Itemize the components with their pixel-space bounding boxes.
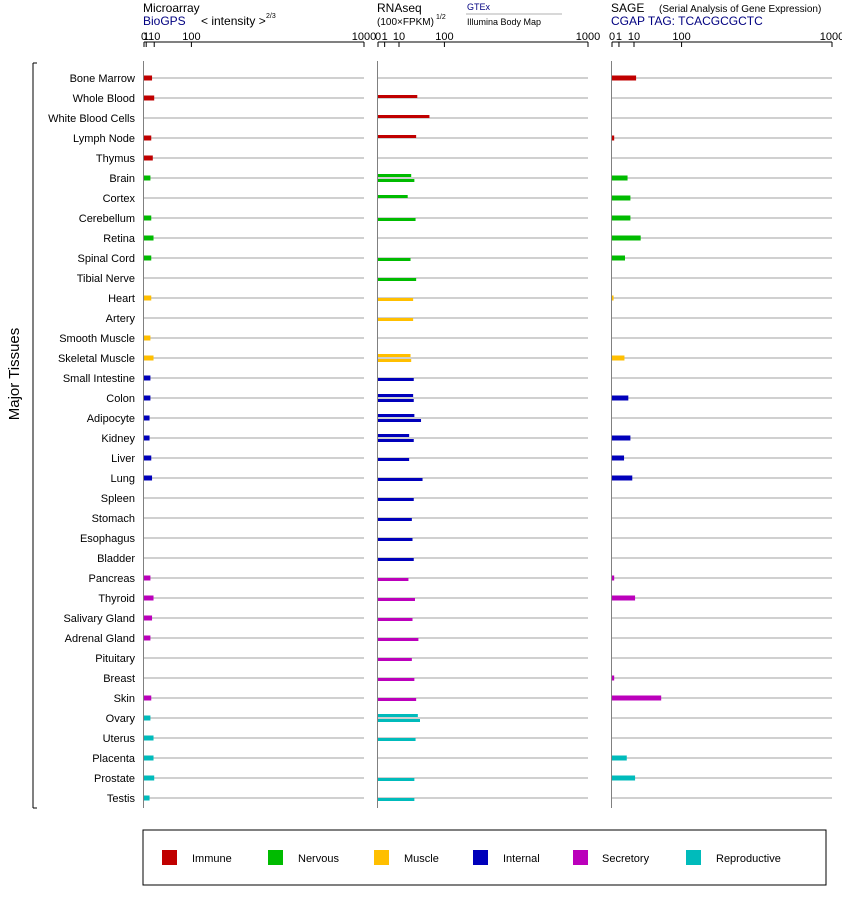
tissue-label: Adipocyte [87,413,135,425]
tissue-label: Testis [107,793,136,805]
tissue-label: Breast [103,673,135,685]
tissue-label: Liver [111,453,135,465]
rnaseq-source-gtex: GTEx [467,2,491,12]
tissue-label: Stomach [92,513,135,525]
legend-label: Reproductive [716,853,781,865]
tissue-label: Tibial Nerve [77,273,135,285]
legend-swatch [374,850,389,865]
legend-swatch [686,850,701,865]
legend-swatch [162,850,177,865]
x-tick-label: 100 [182,31,200,43]
tissue-label: Prostate [94,773,135,785]
tissue-label: Kidney [101,433,135,445]
legend-swatch [473,850,488,865]
legend-label: Secretory [602,853,650,865]
tissue-label: Colon [106,393,135,405]
tissue-label: Uterus [103,733,136,745]
x-tick-label: 10 [628,31,640,43]
tissue-label: Artery [106,313,136,325]
rnaseq-subtitle: (100×FPKM) [377,17,434,28]
tissue-label: Skin [114,693,135,705]
legend-label: Internal [503,853,540,865]
x-tick-label: 1 [382,31,388,43]
tissue-label: Salivary Gland [63,613,135,625]
rnaseq-title: RNAseq [377,1,422,15]
sage-subtitle: CGAP TAG: TCACGCGCTC [611,14,763,28]
x-tick-label: 1 [143,31,149,43]
tissue-label: Ovary [106,713,136,725]
microarray-title: Microarray [143,1,200,15]
tissue-label: Thyroid [98,593,135,605]
legend-label: Nervous [298,853,339,865]
x-tick-label: 0 [141,31,147,43]
legend-label: Muscle [404,853,439,865]
tissue-label: Placenta [92,753,136,765]
x-tick-label: 0 [609,31,615,43]
tissue-label: Pancreas [89,573,136,585]
tissue-label: Thymus [96,153,136,165]
tissue-label: Skeletal Muscle [58,353,135,365]
legend-swatch [573,850,588,865]
tissue-label: Bone Marrow [70,73,135,85]
tissue-label: Smooth Muscle [59,333,135,345]
tissue-label: Adrenal Gland [65,633,135,645]
tissue-label: Small Intestine [63,373,135,385]
y-axis-label: Major Tissues [6,328,23,421]
tissue-label: Cortex [103,193,136,205]
x-tick-label: 10 [393,31,405,43]
sage-note: (Serial Analysis of Gene Expression) [659,4,821,15]
rnaseq-exponent: 1/2 [436,14,446,21]
tissue-label: Spinal Cord [78,253,135,265]
tissue-label: White Blood Cells [48,113,135,125]
tissue-label: Spleen [101,493,135,505]
microarray-note: < intensity > [201,14,266,28]
tissue-label: Brain [109,173,135,185]
tissue-label: Bladder [97,553,135,565]
x-tick-label: 1000 [576,31,600,43]
x-tick-label: 1000 [820,31,842,43]
x-tick-label: 0 [375,31,381,43]
tissue-label: Cerebellum [79,213,135,225]
legend-label: Immune [192,853,232,865]
x-tick-label: 1 [616,31,622,43]
tissue-label: Lymph Node [73,133,135,145]
tissue-label: Whole Blood [73,93,135,105]
tissue-label: Heart [108,293,135,305]
tissue-label: Pituitary [95,653,135,665]
x-tick-label: 1000 [352,31,376,43]
legend-swatch [268,850,283,865]
tissue-label: Retina [103,233,136,245]
x-tick-label: 10 [148,31,160,43]
microarray-subtitle: BioGPS [143,14,186,28]
sage-title: SAGE [611,1,644,15]
x-tick-label: 100 [672,31,690,43]
tissue-label: Esophagus [80,533,136,545]
microarray-exponent: 2/3 [266,13,276,20]
tissue-label: Lung [111,473,135,485]
x-tick-label: 100 [435,31,453,43]
rnaseq-source-ibm: Illumina Body Map [467,17,541,27]
